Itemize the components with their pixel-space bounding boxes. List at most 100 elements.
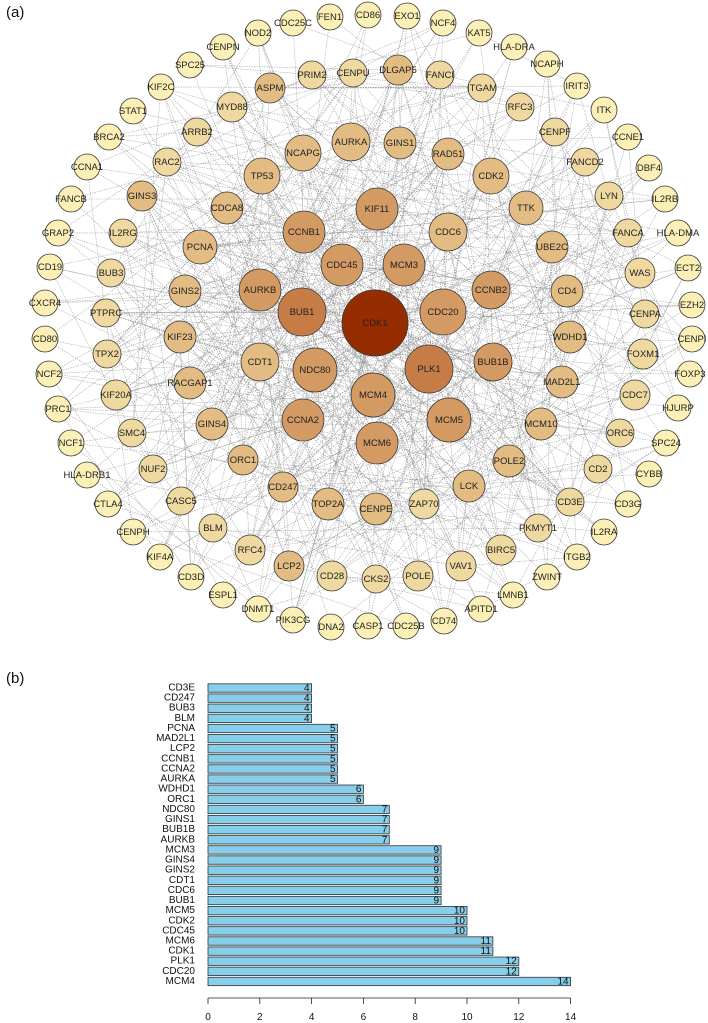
network-node[interactable]: CENPU (336, 58, 370, 88)
network-node[interactable]: CDT1 (240, 342, 280, 382)
network-node[interactable]: CDCA8 (210, 191, 244, 225)
network-node[interactable]: RFC3 (505, 92, 535, 122)
network-node[interactable]: ZWINT (532, 563, 562, 591)
network-node[interactable]: FANCD2 (566, 147, 604, 177)
network-node[interactable]: CD247 (267, 471, 299, 503)
network-node[interactable]: CKS2 (361, 564, 391, 594)
network-node[interactable]: ITK (590, 96, 618, 124)
network-node[interactable]: RACGAP1 (167, 366, 213, 400)
network-node[interactable]: CASP1 (352, 612, 384, 640)
network-node[interactable]: ESPL1 (208, 581, 238, 609)
network-node[interactable]: PRIM2 (297, 60, 327, 90)
network-node[interactable]: CD3E (555, 487, 585, 517)
network-node[interactable]: PTPRC (90, 298, 122, 328)
network-node[interactable]: TOP2A (311, 487, 345, 521)
network-node[interactable]: FOXP3 (674, 360, 706, 388)
network-node[interactable]: CENPN (206, 33, 240, 61)
network-node[interactable]: ECT2 (674, 254, 702, 282)
network-node[interactable]: RAC2 (152, 147, 182, 177)
network-node[interactable]: RFC4 (234, 534, 266, 566)
network-node[interactable]: APITD1 (464, 595, 498, 623)
network-node[interactable]: AURKB (238, 268, 282, 312)
network-node[interactable]: FANCA (612, 218, 644, 248)
network-node[interactable]: GINS4 (195, 407, 229, 441)
network-node[interactable]: CD80 (31, 325, 59, 353)
network-node[interactable]: MCM5 (426, 397, 472, 443)
network-node[interactable]: BUB3 (96, 258, 126, 288)
network-node[interactable]: SPC25 (175, 51, 205, 79)
network-node[interactable]: LCP2 (273, 550, 305, 582)
network-node[interactable]: ORC1 (227, 444, 259, 476)
network-node[interactable]: NOD2 (244, 19, 272, 47)
network-node[interactable]: PLK1 (404, 344, 454, 394)
network-node[interactable]: FANCB (55, 185, 87, 213)
network-node[interactable]: BLM (198, 513, 228, 543)
network-node[interactable]: DBF4 (635, 154, 663, 182)
network-node[interactable]: IL2RB (651, 185, 679, 213)
network-node[interactable]: CDK1 (341, 289, 409, 357)
network-node[interactable]: AURKA (331, 122, 371, 162)
network-node[interactable]: MCM10 (524, 407, 558, 441)
network-node[interactable]: BIRC5 (485, 534, 517, 566)
network-node[interactable]: HJURP (662, 394, 694, 422)
network-node[interactable]: EXO1 (393, 2, 421, 30)
network-node[interactable]: CDC7 (619, 379, 651, 411)
network-node[interactable]: CCNB2 (471, 270, 511, 310)
network-node[interactable]: NCAPG (284, 134, 322, 172)
network-node[interactable]: ZAP70 (408, 488, 440, 520)
network-node[interactable]: DNA2 (317, 613, 345, 641)
network-node[interactable]: EZH2 (678, 291, 706, 319)
network-node[interactable]: FOXM1 (627, 338, 660, 370)
network-node[interactable]: VAV1 (445, 550, 477, 582)
network-node[interactable]: CD19 (36, 253, 64, 281)
network-node[interactable]: POLE (402, 560, 434, 592)
network-node[interactable]: TPX2 (92, 339, 122, 369)
network-node[interactable]: MAD2L1 (544, 365, 581, 399)
network-node[interactable]: NCF2 (35, 360, 63, 388)
network-node[interactable]: PIK3CG (276, 606, 311, 634)
network-node[interactable]: CDK2 (472, 157, 510, 195)
network-node[interactable]: SMC4 (117, 418, 147, 448)
network-node[interactable]: DLGAP5 (379, 54, 417, 86)
network-node[interactable]: IRIT3 (563, 72, 591, 100)
network-node[interactable]: MCM6 (355, 421, 399, 465)
network-node[interactable]: KAT5 (465, 19, 493, 47)
network-node[interactable]: CD74 (430, 607, 458, 635)
network-node[interactable]: HLA-DMA (657, 219, 700, 247)
network-node[interactable]: NUF2 (138, 454, 168, 484)
network-node[interactable]: KIF2C (148, 73, 175, 101)
network-node[interactable]: PKMYT1 (519, 513, 557, 543)
network-node[interactable]: BRCA2 (93, 123, 125, 151)
network-node[interactable]: KIF20A (100, 379, 133, 411)
network-node[interactable]: CYBB (635, 460, 663, 488)
network-node[interactable]: CCNE1 (612, 123, 644, 151)
network-node[interactable]: CENPA (629, 299, 662, 329)
network-node[interactable]: CD3D (177, 563, 205, 591)
network-node[interactable]: CDC25C (274, 9, 312, 37)
network-node[interactable]: CCNA2 (281, 398, 325, 442)
network-node[interactable]: CD3G (614, 490, 642, 518)
network-node[interactable]: TTK (508, 190, 544, 226)
network-node[interactable]: MCM4 (350, 372, 396, 418)
network-node[interactable]: CD28 (316, 560, 348, 592)
network-node[interactable]: SPC24 (651, 429, 681, 457)
network-node[interactable]: CASC5 (165, 486, 197, 516)
network-node[interactable]: WAS (624, 257, 656, 289)
network-node[interactable]: CD86 (354, 1, 382, 29)
network-node[interactable]: BUB1 (277, 287, 327, 337)
network-node[interactable]: MYD88 (216, 91, 248, 123)
network-node[interactable]: STAT1 (119, 97, 147, 125)
network-node[interactable]: BUB1B (473, 342, 513, 382)
network-node[interactable]: NCF1 (57, 429, 85, 457)
network-node[interactable]: NCAPH (530, 50, 564, 78)
network-node[interactable]: IL2RA (590, 518, 618, 546)
network-node[interactable]: LCK (452, 469, 486, 503)
network-node[interactable]: CD2 (583, 454, 613, 484)
network-node[interactable]: CDC45 (320, 243, 364, 287)
network-node[interactable]: UBE2C (535, 230, 569, 264)
network-node[interactable]: CXCR4 (29, 289, 61, 317)
network-node[interactable]: KIF11 (355, 187, 399, 231)
network-node[interactable]: HLA-DRA (493, 33, 536, 61)
network-node[interactable]: ASPM (254, 72, 286, 104)
network-node[interactable]: ORC6 (605, 418, 635, 448)
